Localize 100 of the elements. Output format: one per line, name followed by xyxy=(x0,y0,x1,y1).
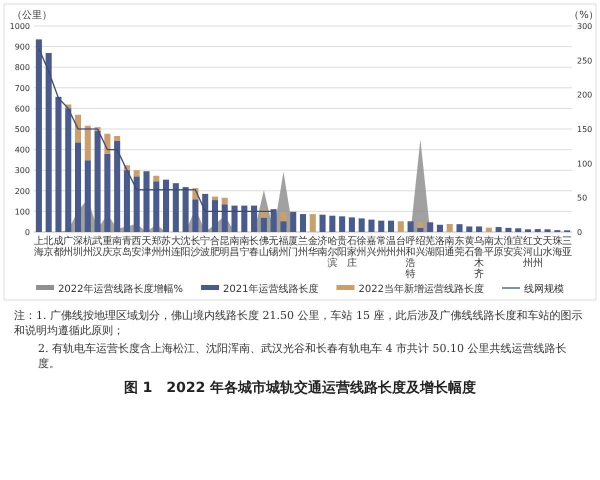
bar xyxy=(446,224,453,232)
bar xyxy=(172,183,179,232)
bar xyxy=(427,222,434,232)
y2-tick-label: 150 xyxy=(577,125,592,134)
x-tick-label: 石家庄 xyxy=(346,236,357,269)
text: 2. 有轨电车运营长度含上海松江、沈阳浑南、武汉光谷和长春有轨电车 4 市共计 50.10 公里共线运营线路长度。 xyxy=(37,341,568,371)
bar xyxy=(408,221,414,232)
x-tick-label: 南平 xyxy=(484,235,494,258)
y-tick-label: 500 xyxy=(14,125,30,134)
bar xyxy=(310,214,316,232)
y-axis-title: （公里） xyxy=(12,9,52,21)
x-tick-label: 三亚 xyxy=(562,236,572,258)
x-tick-label: 福州 xyxy=(278,235,288,258)
y-tick-label: 100 xyxy=(14,207,30,216)
x-tick-label: 重庆 xyxy=(102,235,112,258)
bar xyxy=(153,182,160,232)
bar xyxy=(182,187,189,232)
x-tick-label: 淮安 xyxy=(503,235,514,258)
bar xyxy=(153,176,160,182)
x-tick-label: 绍兴 xyxy=(415,235,426,258)
x-tick-label: 贵阳 xyxy=(337,235,348,258)
x-tick-label: 东莞 xyxy=(454,235,465,258)
bar xyxy=(222,204,228,232)
x-tick-label: 青岛 xyxy=(122,235,132,258)
bar xyxy=(260,218,267,232)
x-tick-label: 杭州 xyxy=(82,235,93,258)
x-tick-label: 济南 xyxy=(318,235,328,258)
x-tick-label: 宁波 xyxy=(200,235,210,258)
text: 图 1 2022 年各城市城轨交通运营线路长度及增长幅度 xyxy=(122,379,478,397)
x-tick-label: 郑州 xyxy=(151,235,162,258)
x-tick-label: 红河州 xyxy=(522,235,533,269)
bar xyxy=(476,226,482,232)
x-tick-label: 洛阳 xyxy=(434,235,445,258)
x-tick-label: 成都 xyxy=(53,235,64,258)
x-tick-label: 芜湖 xyxy=(425,235,436,258)
bar xyxy=(36,39,42,232)
x-tick-label: 长沙 xyxy=(190,235,200,258)
x-tick-label: 佛山 xyxy=(258,236,269,258)
x-tick-label: 沈阳 xyxy=(180,235,191,258)
x-tick-label: 南通 xyxy=(444,235,455,258)
bar xyxy=(378,220,384,232)
y-tick-label: 700 xyxy=(14,84,30,93)
bar xyxy=(358,218,365,232)
bar xyxy=(84,160,91,232)
bar xyxy=(280,221,286,232)
bar xyxy=(114,136,120,141)
bar xyxy=(329,216,336,232)
x-tick-label: 呼和浩特 xyxy=(406,235,416,280)
bar xyxy=(134,170,140,177)
x-tick-label: 武汉 xyxy=(92,235,103,258)
bar xyxy=(222,198,228,204)
y2-tick-label: 50 xyxy=(577,194,588,203)
y-tick-label: 900 xyxy=(14,42,30,52)
x-tick-label: 无锡 xyxy=(268,236,279,258)
x-tick-label: 南京 xyxy=(112,235,122,258)
bar xyxy=(163,180,170,232)
bar xyxy=(280,212,286,222)
x-tick-label: 哈尔滨 xyxy=(327,235,338,269)
bar xyxy=(339,216,346,232)
bar xyxy=(251,206,258,232)
bar xyxy=(456,224,463,232)
bar xyxy=(466,226,472,232)
bar xyxy=(290,212,296,232)
y2-tick-label: 250 xyxy=(577,56,592,66)
x-tick-label: 金华 xyxy=(308,235,318,258)
y-tick-label: 0 xyxy=(24,228,30,237)
bar xyxy=(202,194,208,232)
x-tick-label: 长春 xyxy=(249,235,260,258)
bar xyxy=(524,229,532,232)
x-tick-label: 徐州 xyxy=(356,235,367,258)
line-series xyxy=(38,48,274,212)
x-tick-label: 天水 xyxy=(542,236,553,258)
bar xyxy=(417,228,424,232)
bar xyxy=(231,206,238,232)
x-tick-label: 宜宾 xyxy=(513,235,524,258)
x-tick-label: 昆明 xyxy=(220,236,230,258)
x-tick-label: 常州 xyxy=(376,235,386,258)
bar xyxy=(94,131,101,232)
bar xyxy=(74,142,82,232)
x-tick-label: 天津 xyxy=(141,236,152,258)
bar xyxy=(436,224,443,232)
y2-tick-label: 300 xyxy=(577,22,592,31)
bar xyxy=(192,199,198,232)
bar xyxy=(46,52,52,232)
y-tick-label: 800 xyxy=(14,63,30,72)
x-tick-label: 广州 xyxy=(63,235,74,258)
x-tick-label: 合肥 xyxy=(210,235,220,258)
y-tick-label: 300 xyxy=(14,166,30,176)
y-tick-label: 200 xyxy=(14,186,30,196)
x-tick-label: 温州 xyxy=(386,235,396,258)
bar xyxy=(368,220,375,232)
y-tick-label: 600 xyxy=(14,104,30,114)
x-tick-label: 太原 xyxy=(494,235,504,258)
x-tick-label: 大连 xyxy=(170,235,181,258)
x-tick-label: 苏州 xyxy=(161,235,172,258)
bar xyxy=(300,214,306,232)
y2-tick-label: 0 xyxy=(577,228,582,237)
x-tick-label: 珠海 xyxy=(552,235,562,258)
x-tick-label: 深圳 xyxy=(72,235,84,258)
bar xyxy=(515,228,522,232)
